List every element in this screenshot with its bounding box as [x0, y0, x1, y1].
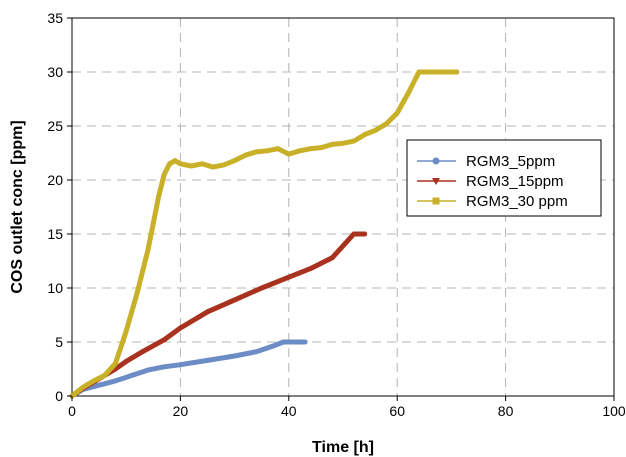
series-line	[69, 231, 368, 399]
legend-marker-triangle-icon	[432, 178, 440, 185]
data-point	[150, 220, 156, 226]
legend-item: RGM3_30 ppm	[417, 193, 568, 210]
data-point	[102, 373, 107, 378]
data-point	[232, 353, 238, 359]
y-axis-title: COS outlet conc [ppm]	[9, 120, 26, 293]
data-point	[280, 339, 286, 345]
data-point	[145, 367, 151, 373]
data-point	[291, 339, 297, 345]
legend-item: RGM3_15ppm	[417, 173, 564, 190]
data-point	[161, 172, 167, 178]
legend-label: RGM3_30 ppm	[466, 193, 568, 210]
plot-frame	[71, 17, 615, 397]
data-point	[270, 343, 275, 349]
data-point	[112, 361, 118, 366]
x-axis-title: Time [h]	[312, 439, 374, 456]
legend-marker-square-icon	[432, 197, 440, 205]
data-point	[167, 161, 172, 167]
data-point	[351, 138, 357, 144]
series-2	[69, 231, 368, 399]
data-point	[427, 69, 433, 75]
data-point	[145, 247, 151, 253]
data-point	[199, 161, 205, 167]
data-point	[318, 145, 324, 151]
y-tick-label: 30	[47, 64, 63, 80]
data-point	[178, 325, 183, 331]
data-point	[286, 274, 292, 280]
data-point	[351, 231, 357, 237]
data-point	[340, 140, 346, 146]
data-point	[172, 158, 178, 163]
data-point	[438, 69, 443, 75]
axes	[71, 17, 615, 397]
y-tick-label: 25	[47, 118, 63, 134]
data-point	[275, 146, 281, 152]
data-point	[297, 148, 303, 154]
legend-marker-circle-icon	[432, 157, 440, 165]
data-point	[383, 121, 389, 127]
data-point	[302, 339, 308, 345]
data-point	[253, 149, 259, 155]
data-point	[232, 158, 238, 163]
data-point	[140, 349, 145, 355]
data-point	[80, 384, 86, 390]
data-point	[416, 69, 422, 75]
data-point	[134, 291, 140, 296]
series-1	[69, 339, 308, 399]
y-tick-label: 5	[55, 334, 63, 350]
ticks: 0 20 40 60 80 100 0 5 10 15 20 25 30 35	[47, 10, 625, 419]
data-point	[91, 378, 97, 384]
data-point	[161, 337, 167, 343]
x-tick-label: 80	[498, 403, 514, 419]
data-point	[308, 266, 313, 271]
y-tick-label: 35	[47, 10, 63, 26]
data-point	[259, 285, 265, 291]
data-point	[205, 309, 210, 315]
x-tick-label: 20	[173, 403, 189, 419]
data-point	[178, 161, 183, 167]
legend-label: RGM3_15ppm	[466, 173, 564, 190]
data-point	[123, 328, 129, 334]
series-3	[69, 69, 460, 399]
legend-label: RGM3_5ppm	[466, 153, 555, 170]
data-point	[253, 349, 259, 355]
data-point	[232, 297, 238, 303]
y-tick-label: 10	[47, 280, 63, 296]
data-point	[362, 132, 368, 138]
y-tick-label: 20	[47, 172, 63, 188]
legend: RGM3_5ppm RGM3_15ppm RGM3_30 ppm	[406, 139, 602, 217]
data-point	[210, 164, 216, 170]
series-layer	[69, 69, 460, 399]
y-tick-label: 15	[47, 226, 63, 242]
data-point	[161, 364, 167, 370]
series-line	[69, 339, 308, 399]
data-point	[394, 110, 400, 116]
data-point	[264, 148, 270, 154]
data-point	[205, 357, 210, 363]
data-point	[112, 378, 118, 384]
data-point	[188, 163, 194, 169]
data-point	[129, 373, 135, 378]
data-point	[243, 152, 248, 158]
data-point	[221, 162, 227, 168]
data-point	[308, 146, 313, 152]
x-tick-label: 60	[389, 403, 405, 419]
data-point	[123, 359, 129, 364]
data-point	[329, 141, 335, 147]
data-point	[156, 193, 162, 199]
data-point	[373, 127, 378, 133]
data-point	[178, 362, 183, 368]
y-tick-label: 0	[55, 388, 63, 404]
x-tick-label: 100	[602, 403, 626, 419]
data-point	[96, 382, 102, 388]
data-point	[329, 255, 335, 261]
data-point	[454, 69, 460, 75]
legend-item: RGM3_5ppm	[417, 153, 555, 170]
x-tick-label: 40	[281, 403, 297, 419]
data-point	[362, 231, 368, 237]
x-tick-label: 0	[68, 403, 76, 419]
data-point	[405, 91, 411, 96]
data-point	[286, 151, 292, 157]
